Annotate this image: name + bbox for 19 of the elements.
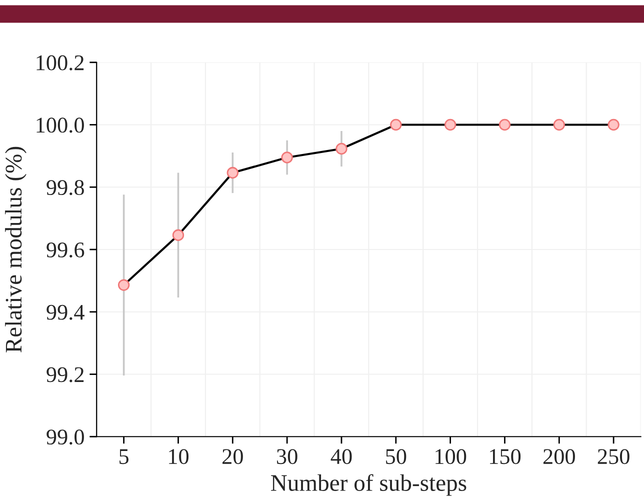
x-tick-label: 30 [277, 449, 298, 464]
y-tick-label: 99.2 [46, 367, 84, 382]
y-axis-title: Relative modulus (%) [5, 146, 26, 352]
x-tick-label: 5 [120, 449, 128, 464]
y-tick-label: 99.6 [46, 242, 84, 258]
x-tick-label: 100 [436, 449, 466, 464]
y-tick-label: 99.8 [46, 180, 84, 196]
y-tick-label: 100.0 [36, 118, 84, 133]
x-tick-label: 250 [598, 449, 630, 464]
y-tick-label: 100.2 [36, 55, 84, 70]
x-tick-label: 200 [543, 449, 575, 464]
x-axis-title: Number of sub-steps [271, 474, 466, 496]
y-tick-label: 99.4 [46, 304, 84, 320]
x-tick-label: 150 [490, 449, 521, 464]
x-tick-label: 50 [386, 449, 406, 464]
x-tick-label: 40 [330, 449, 352, 464]
x-tick-label: 20 [222, 449, 243, 464]
x-tick-label: 10 [169, 449, 188, 464]
y-tick-label: 99.0 [46, 430, 84, 445]
